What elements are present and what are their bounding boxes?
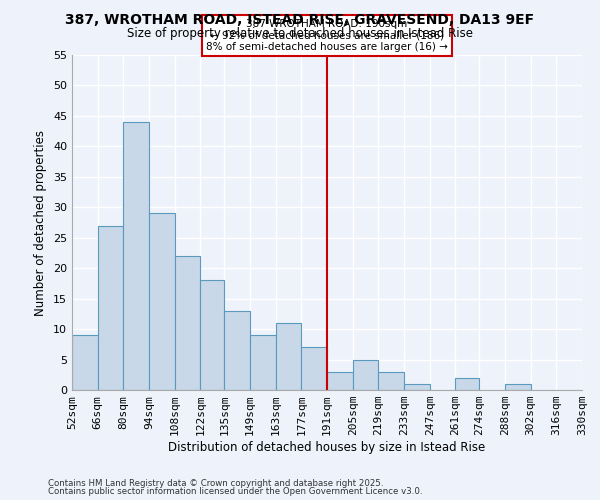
Text: Contains public sector information licensed under the Open Government Licence v3: Contains public sector information licen… — [48, 487, 422, 496]
Bar — [224, 311, 250, 390]
Bar — [505, 384, 530, 390]
Bar — [149, 214, 175, 390]
Bar — [379, 372, 404, 390]
Text: 387 WROTHAM ROAD: 190sqm
← 92% of detached houses are smaller (186)
8% of semi-d: 387 WROTHAM ROAD: 190sqm ← 92% of detach… — [206, 19, 448, 52]
Y-axis label: Number of detached properties: Number of detached properties — [34, 130, 47, 316]
Text: Size of property relative to detached houses in Istead Rise: Size of property relative to detached ho… — [127, 28, 473, 40]
Text: Contains HM Land Registry data © Crown copyright and database right 2025.: Contains HM Land Registry data © Crown c… — [48, 478, 383, 488]
Bar — [250, 335, 275, 390]
Bar — [327, 372, 353, 390]
Bar — [275, 323, 301, 390]
Bar — [404, 384, 430, 390]
Bar — [98, 226, 124, 390]
Bar — [72, 335, 98, 390]
Bar — [301, 348, 327, 390]
Bar — [124, 122, 149, 390]
Bar — [455, 378, 479, 390]
Bar — [200, 280, 224, 390]
Text: 387, WROTHAM ROAD, ISTEAD RISE, GRAVESEND, DA13 9EF: 387, WROTHAM ROAD, ISTEAD RISE, GRAVESEN… — [65, 12, 535, 26]
X-axis label: Distribution of detached houses by size in Istead Rise: Distribution of detached houses by size … — [169, 441, 485, 454]
Bar — [175, 256, 200, 390]
Bar — [353, 360, 379, 390]
